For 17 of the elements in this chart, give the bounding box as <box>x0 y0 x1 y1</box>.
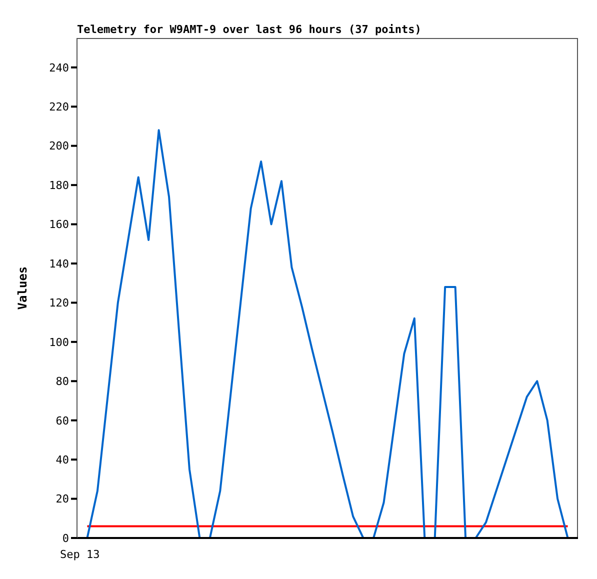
y-tick-label: 120 <box>49 296 69 310</box>
y-tick-label: 240 <box>49 61 69 74</box>
y-tick-label: 160 <box>49 218 69 232</box>
y-tick-label: 80 <box>56 375 69 388</box>
y-tick-label: 60 <box>56 414 69 428</box>
y-tick-label: 140 <box>49 257 69 270</box>
y-tick-label: 40 <box>56 453 69 466</box>
y-tick-label: 220 <box>49 100 69 114</box>
chart-title: Telemetry for W9AMT-9 over last 96 hours (37 points) <box>77 23 422 36</box>
y-tick-label: 0 <box>62 532 69 545</box>
y-axis-title: Values <box>15 266 30 310</box>
text: Sep 13 <box>60 548 100 561</box>
y-tick-label: 200 <box>49 140 69 153</box>
y-tick-label: 180 <box>49 178 69 192</box>
y-tick-label: 100 <box>49 336 69 349</box>
line-series <box>86 129 569 538</box>
y-tick-label: 20 <box>56 492 69 506</box>
